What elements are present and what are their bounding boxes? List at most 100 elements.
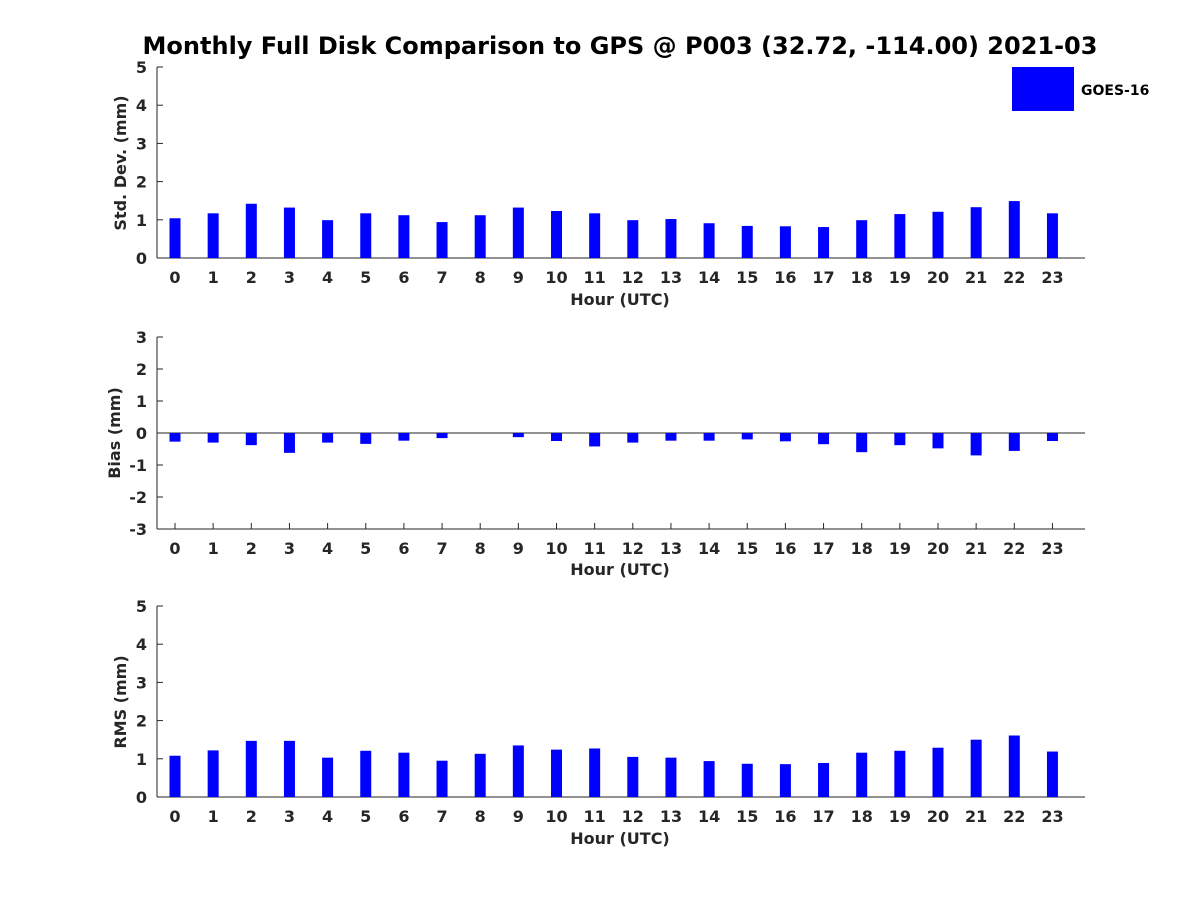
bar-hour-15 bbox=[741, 433, 753, 440]
bar-hour-0 bbox=[169, 755, 181, 797]
bar-hour-23 bbox=[1046, 213, 1058, 258]
y-tick-label: -3 bbox=[129, 520, 147, 539]
bar-hour-13 bbox=[665, 219, 677, 258]
bar-hour-11 bbox=[589, 433, 601, 447]
x-tick-label: 3 bbox=[284, 807, 295, 826]
bar-hour-11 bbox=[589, 748, 601, 797]
x-tick-label: 18 bbox=[851, 539, 873, 558]
x-tick-label: 12 bbox=[622, 807, 644, 826]
x-tick-label: 0 bbox=[169, 268, 180, 287]
x-tick-label: 16 bbox=[774, 807, 796, 826]
x-tick-label: 17 bbox=[812, 268, 834, 287]
y-tick-label: 2 bbox=[136, 173, 147, 192]
y-tick-label: -2 bbox=[129, 488, 147, 507]
x-tick-label: 14 bbox=[698, 268, 720, 287]
y-tick-label: 5 bbox=[136, 597, 147, 616]
x-tick-label: 2 bbox=[246, 268, 257, 287]
x-tick-label: 8 bbox=[475, 807, 486, 826]
x-tick-label: 0 bbox=[169, 539, 180, 558]
x-tick-label: 22 bbox=[1003, 539, 1025, 558]
y-tick-label: 4 bbox=[136, 96, 147, 115]
x-tick-label: 3 bbox=[284, 268, 295, 287]
x-tick-label: 22 bbox=[1003, 268, 1025, 287]
x-tick-label: 18 bbox=[851, 807, 873, 826]
bar-hour-6 bbox=[398, 215, 410, 258]
x-tick-label: 2 bbox=[246, 539, 257, 558]
y-axis-label: Std. Dev. (mm) bbox=[111, 95, 130, 230]
x-tick-label: 1 bbox=[208, 268, 219, 287]
legend-label: GOES-16 bbox=[1081, 83, 1149, 99]
y-tick-label: 3 bbox=[136, 673, 147, 692]
x-tick-label: 19 bbox=[889, 268, 911, 287]
x-tick-label: 5 bbox=[360, 807, 371, 826]
x-tick-label: 0 bbox=[169, 807, 180, 826]
x-tick-label: 11 bbox=[584, 539, 606, 558]
x-tick-label: 16 bbox=[774, 539, 796, 558]
x-tick-label: 7 bbox=[436, 539, 447, 558]
bar-hour-10 bbox=[551, 211, 562, 258]
bar-hour-12 bbox=[627, 220, 639, 258]
x-tick-label: 15 bbox=[736, 268, 758, 287]
legend-swatch bbox=[1012, 67, 1074, 111]
bar-hour-2 bbox=[245, 203, 257, 258]
x-tick-label: 7 bbox=[436, 807, 447, 826]
x-axis-label: Hour (UTC) bbox=[570, 829, 670, 848]
x-tick-label: 23 bbox=[1041, 268, 1063, 287]
x-tick-label: 1 bbox=[208, 539, 219, 558]
y-tick-label: 0 bbox=[136, 249, 147, 268]
bar-hour-3 bbox=[283, 433, 295, 453]
bar-hour-18 bbox=[856, 752, 868, 797]
x-tick-label: 17 bbox=[812, 807, 834, 826]
x-tick-label: 12 bbox=[622, 268, 644, 287]
y-tick-label: 2 bbox=[136, 712, 147, 731]
bar-hour-1 bbox=[207, 433, 219, 443]
y-tick-label: -1 bbox=[129, 456, 147, 475]
x-tick-label: 21 bbox=[965, 268, 987, 287]
y-axis-label: Bias (mm) bbox=[105, 387, 124, 479]
x-tick-label: 5 bbox=[360, 268, 371, 287]
x-tick-label: 22 bbox=[1003, 807, 1025, 826]
bar-hour-20 bbox=[932, 211, 944, 258]
x-tick-label: 20 bbox=[927, 539, 949, 558]
x-tick-label: 21 bbox=[965, 539, 987, 558]
y-tick-label: 1 bbox=[136, 211, 147, 230]
y-tick-label: 0 bbox=[136, 788, 147, 807]
bar-hour-21 bbox=[970, 739, 982, 797]
bar-hour-17 bbox=[818, 433, 830, 445]
bar-hour-16 bbox=[779, 226, 791, 258]
bar-hour-14 bbox=[703, 761, 715, 797]
x-tick-label: 6 bbox=[398, 807, 409, 826]
x-tick-label: 4 bbox=[322, 268, 333, 287]
bar-hour-10 bbox=[551, 749, 562, 797]
x-tick-label: 6 bbox=[398, 268, 409, 287]
y-tick-label: 5 bbox=[136, 58, 147, 77]
x-tick-label: 20 bbox=[927, 807, 949, 826]
x-tick-label: 9 bbox=[513, 539, 524, 558]
x-tick-label: 9 bbox=[513, 807, 524, 826]
bar-hour-20 bbox=[932, 433, 944, 449]
bar-hour-5 bbox=[360, 433, 372, 444]
bar-hour-15 bbox=[741, 763, 753, 797]
bar-hour-14 bbox=[703, 223, 715, 258]
bar-hour-20 bbox=[932, 747, 944, 797]
x-tick-label: 8 bbox=[475, 268, 486, 287]
bar-hour-4 bbox=[322, 433, 334, 443]
bar-hour-21 bbox=[970, 433, 982, 456]
bar-hour-18 bbox=[856, 220, 868, 258]
x-tick-label: 18 bbox=[851, 268, 873, 287]
x-tick-label: 15 bbox=[736, 807, 758, 826]
bar-hour-11 bbox=[589, 213, 601, 258]
x-axis-label: Hour (UTC) bbox=[570, 560, 670, 579]
x-tick-label: 13 bbox=[660, 807, 682, 826]
bar-hour-13 bbox=[665, 757, 677, 797]
bar-hour-6 bbox=[398, 752, 410, 797]
x-tick-label: 23 bbox=[1041, 539, 1063, 558]
x-tick-label: 8 bbox=[475, 539, 486, 558]
x-tick-label: 4 bbox=[322, 539, 333, 558]
bar-hour-23 bbox=[1046, 751, 1058, 797]
bar-hour-5 bbox=[360, 750, 372, 797]
bar-hour-19 bbox=[894, 433, 906, 446]
